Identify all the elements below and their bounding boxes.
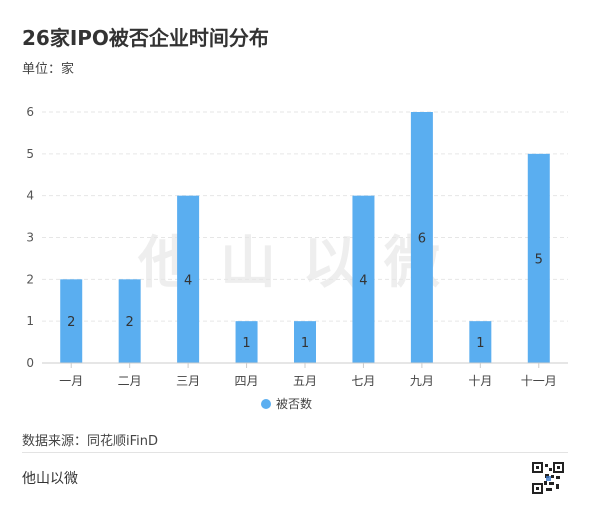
y-tick-label: 3 <box>26 231 34 245</box>
footer-divider <box>22 452 568 453</box>
x-tick-label: 九月 <box>410 374 434 388</box>
bar <box>60 279 83 363</box>
y-tick-label: 6 <box>26 105 34 119</box>
bar <box>352 195 375 363</box>
x-tick-label: 二月 <box>118 374 142 388</box>
bar-chart: 0 1 2 3 4 5 6 2 2 4 1 1 4 6 1 5 一月 二月 三月 四月 五月 七月 九月 十月 十一月 被否… <box>26 105 568 411</box>
x-tick-label: 七月 <box>351 374 375 388</box>
legend-label: 被否数 <box>276 396 312 411</box>
y-tick-label: 5 <box>26 147 34 161</box>
bar <box>469 321 492 363</box>
x-tick-label: 五月 <box>293 374 317 388</box>
legend: 被否数 <box>261 396 312 411</box>
bar-value-label: 4 <box>184 273 192 288</box>
bar-value-label: 2 <box>126 315 134 330</box>
legend-marker <box>261 399 271 409</box>
bar <box>294 321 316 363</box>
bar-value-label: 1 <box>301 336 309 351</box>
bar-value-label: 1 <box>242 336 250 351</box>
bar-value-label: 1 <box>476 336 484 351</box>
bar-value-label: 5 <box>535 252 543 267</box>
bar <box>410 112 433 363</box>
bar-value-label: 6 <box>418 232 426 247</box>
y-tick-label: 0 <box>26 356 34 370</box>
bar <box>235 321 258 363</box>
bar <box>527 153 550 363</box>
y-tick-label: 1 <box>26 314 34 328</box>
qr-code-icon[interactable] <box>532 462 564 494</box>
x-tick-label: 一月 <box>59 374 83 388</box>
x-tick-label: 三月 <box>176 374 200 388</box>
y-tick-label: 4 <box>26 189 34 203</box>
brand-name: 他山以微 <box>22 471 78 487</box>
chart-title: 26家IPO被否企业时间分布 <box>22 26 269 50</box>
data-source: 数据来源：同花顺iFinD <box>22 434 159 449</box>
data-labels: 2 2 4 1 1 4 6 1 5 <box>67 232 543 352</box>
bar <box>177 195 200 363</box>
x-tick-label: 十一月 <box>521 374 557 388</box>
y-tick-label: 2 <box>26 272 34 286</box>
x-axis-ticks: 一月 二月 三月 四月 五月 七月 九月 十月 十一月 <box>59 363 557 388</box>
bar-value-label: 2 <box>67 315 75 330</box>
bar-value-label: 4 <box>359 273 367 288</box>
bars <box>60 112 550 363</box>
x-tick-label: 四月 <box>235 374 259 388</box>
unit-label: 单位：家 <box>22 62 75 77</box>
y-axis-ticks: 0 1 2 3 4 5 6 <box>26 105 34 370</box>
x-tick-label: 十月 <box>468 374 492 388</box>
bar <box>118 279 141 363</box>
